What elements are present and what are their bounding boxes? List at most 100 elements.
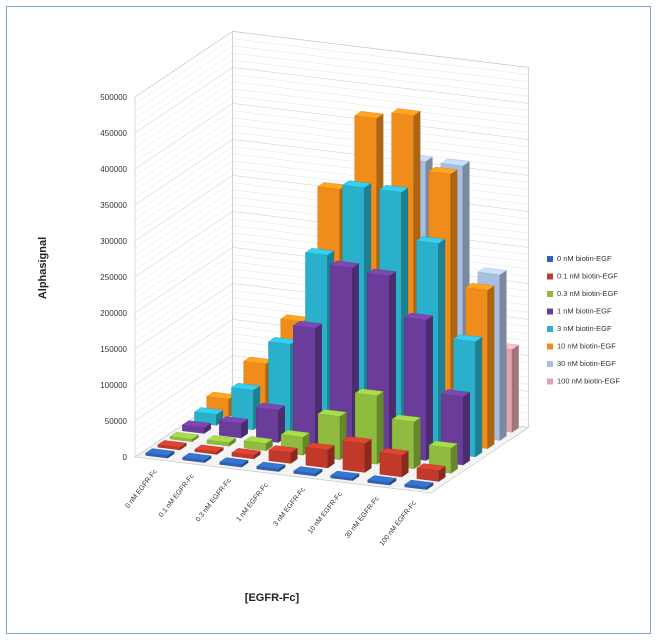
- y-tick-label: 500000: [100, 93, 127, 102]
- bar: [182, 452, 212, 463]
- bar: [219, 457, 249, 468]
- legend-swatch: [547, 326, 553, 332]
- gridline: [232, 81, 529, 119]
- legend-label: 0.1 nM biotin-EGF: [557, 272, 618, 281]
- bar: [231, 448, 261, 460]
- gridline: [134, 369, 233, 436]
- gridline: [134, 67, 233, 134]
- gridline: [232, 59, 529, 97]
- gridline: [134, 52, 233, 119]
- bar: [342, 436, 372, 473]
- legend-label: 3 nM biotin-EGF: [557, 324, 612, 333]
- gridline: [134, 203, 233, 271]
- gridline: [134, 268, 233, 335]
- y-tick-label: 0: [123, 453, 128, 462]
- y-axis-title: Alphasignal: [37, 237, 49, 299]
- gridline: [134, 103, 233, 170]
- x-axis-title: [EGFR-Fc]: [245, 592, 300, 604]
- y-axis-ticks: 0 50000 100000 150000 200000 250000 300000 3500…: [100, 93, 127, 462]
- gridline: [134, 124, 233, 191]
- gridline: [232, 38, 529, 75]
- y-tick-label: 50000: [105, 417, 128, 426]
- gridline: [134, 146, 233, 213]
- bar: [416, 463, 446, 482]
- legend-label: 0 nM biotin-EGF: [557, 254, 612, 263]
- gridline: [134, 131, 233, 199]
- gridline: [134, 218, 233, 285]
- bar: [280, 429, 310, 456]
- gridline: [134, 31, 233, 98]
- bar: [181, 420, 212, 434]
- x-category-label: 30 nM EGFR-Fc: [344, 495, 381, 540]
- gridline: [134, 232, 233, 299]
- legend-swatch: [547, 256, 553, 262]
- gridline: [134, 196, 233, 263]
- bar: [404, 479, 434, 490]
- x-category-label: 0.3 nM EGFR-Fc: [195, 477, 233, 523]
- gridline: [134, 182, 233, 249]
- gridline: [134, 311, 233, 379]
- gridline: [134, 189, 233, 256]
- gridline: [134, 139, 233, 206]
- gridline: [134, 59, 233, 127]
- y-tick-label: 100000: [100, 381, 127, 390]
- legend-swatch: [547, 273, 553, 280]
- bar: [206, 435, 236, 447]
- bar: [157, 440, 187, 451]
- legend-swatch: [547, 361, 553, 367]
- y-tick-label: 350000: [100, 201, 127, 210]
- legend-swatch: [547, 378, 553, 385]
- gridline: [134, 153, 233, 220]
- y-tick-label: 400000: [100, 165, 127, 174]
- y-tick-label: 300000: [100, 237, 127, 246]
- legend-label: 100 nM biotin-EGF: [557, 377, 620, 386]
- gridline: [134, 247, 233, 314]
- gridline: [134, 376, 233, 443]
- gridline: [134, 340, 233, 407]
- gridline: [134, 74, 233, 141]
- legend-label: 30 nM biotin-EGF: [557, 359, 616, 368]
- bar: [367, 475, 397, 486]
- legend: 0 nM biotin-EGF 0.1 nM biotin-EGF 0.3 nM b…: [547, 254, 620, 386]
- x-category-label: 1 nM EGFR-Fc: [235, 482, 270, 524]
- y-tick-label: 250000: [100, 273, 127, 282]
- bar: [305, 442, 335, 469]
- gridline: [134, 261, 233, 328]
- gridline: [232, 31, 529, 68]
- legend-label: 1 nM biotin-EGF: [557, 307, 612, 316]
- bar: [256, 461, 286, 472]
- bar: [243, 436, 273, 452]
- gridline: [134, 160, 233, 227]
- x-category-label: 100 nM EGFR-Fc: [379, 500, 419, 548]
- bar: [292, 320, 323, 448]
- gridline: [134, 319, 233, 386]
- gridline: [134, 88, 233, 155]
- bar: [169, 431, 199, 443]
- gridline: [134, 362, 233, 429]
- gridline: [134, 175, 233, 242]
- gridline: [232, 88, 529, 126]
- bar: [194, 444, 224, 455]
- gridline: [134, 275, 233, 343]
- legend-swatch: [547, 308, 553, 315]
- bar: [330, 470, 360, 481]
- x-category-label: 10 nM EGFR-Fc: [307, 491, 344, 536]
- x-category-label: 0 nM EGFR-Fc: [124, 468, 159, 510]
- legend-label: 0.3 nM biotin-EGF: [557, 289, 618, 298]
- gridline: [134, 110, 233, 177]
- gridline: [134, 81, 233, 148]
- bar: [145, 448, 175, 459]
- bar: [255, 402, 286, 443]
- gridline: [232, 52, 529, 90]
- gridline: [134, 95, 233, 163]
- gridline: [134, 347, 233, 415]
- gridline: [134, 38, 233, 105]
- gridline: [134, 333, 233, 400]
- gridline: [134, 355, 233, 422]
- gridline: [134, 45, 233, 112]
- legend-label: 10 nM biotin-EGF: [557, 342, 616, 351]
- gridline: [134, 304, 233, 371]
- x-category-label: 3 nM EGFR-Fc: [272, 486, 307, 528]
- gridline: [134, 211, 233, 278]
